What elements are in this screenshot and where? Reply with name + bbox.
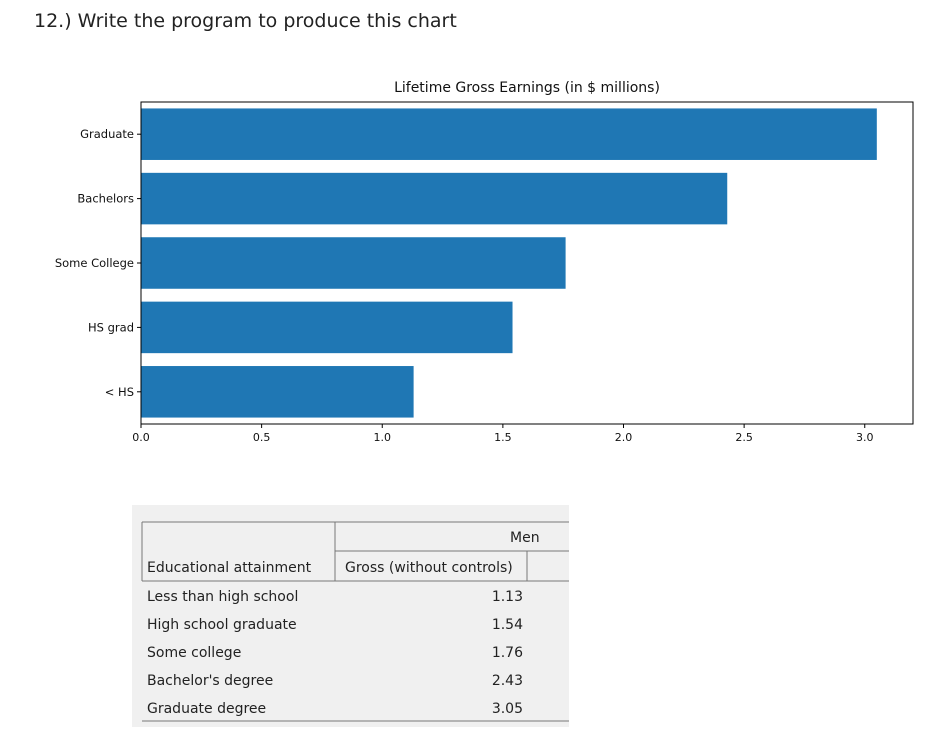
earnings-table-grid: Men Educational attainment Gross (withou… xyxy=(141,521,569,722)
bar-chart: Lifetime Gross Earnings (in $ millions) … xyxy=(55,80,914,444)
x-tick-label: 2.5 xyxy=(735,431,753,444)
table-row-label: Some college xyxy=(147,645,241,661)
table-row-label: Bachelor's degree xyxy=(147,673,273,689)
y-tick-label: < HS xyxy=(105,385,134,399)
table-row-label: High school graduate xyxy=(147,617,297,633)
table-col-header-value: Gross (without controls) xyxy=(345,560,513,576)
earnings-table: Men Educational attainment Gross (withou… xyxy=(132,505,569,727)
x-tick-label: 0.0 xyxy=(132,431,150,444)
x-tick-label: 3.0 xyxy=(856,431,874,444)
y-tick-label: Bachelors xyxy=(77,192,134,206)
table-row-label: Less than high school xyxy=(147,589,298,605)
x-tick-label: 0.5 xyxy=(253,431,271,444)
table-group-header: Men xyxy=(510,530,540,546)
bar xyxy=(141,237,566,289)
x-tick-label: 2.0 xyxy=(615,431,633,444)
x-tick-label: 1.5 xyxy=(494,431,512,444)
x-tick-label: 1.0 xyxy=(374,431,392,444)
question-text: 12.) Write the program to produce this c… xyxy=(34,10,457,32)
y-tick-label: HS grad xyxy=(88,320,134,334)
y-tick-label: Graduate xyxy=(80,127,134,141)
bar xyxy=(141,108,877,160)
table-row-value: 1.54 xyxy=(492,617,523,633)
table-col-header-label: Educational attainment xyxy=(147,560,312,576)
table-row-value: 2.43 xyxy=(492,673,523,689)
bar xyxy=(141,301,513,354)
bars xyxy=(141,108,877,418)
table-row-label: Graduate degree xyxy=(147,701,266,717)
x-axis: 0.0 0.5 1.0 1.5 2.0 2.5 3.0 xyxy=(132,424,874,444)
y-tick-label: Some College xyxy=(55,256,134,270)
y-axis: Graduate Bachelors Some College HS grad < HS xyxy=(55,127,141,399)
chart-title: Lifetime Gross Earnings (in $ millions) xyxy=(394,80,660,96)
table-row-value: 1.76 xyxy=(492,645,523,661)
bar xyxy=(141,366,414,418)
table-row-value: 1.13 xyxy=(492,589,523,605)
bar xyxy=(141,172,728,225)
table-row-value: 3.05 xyxy=(492,701,523,717)
